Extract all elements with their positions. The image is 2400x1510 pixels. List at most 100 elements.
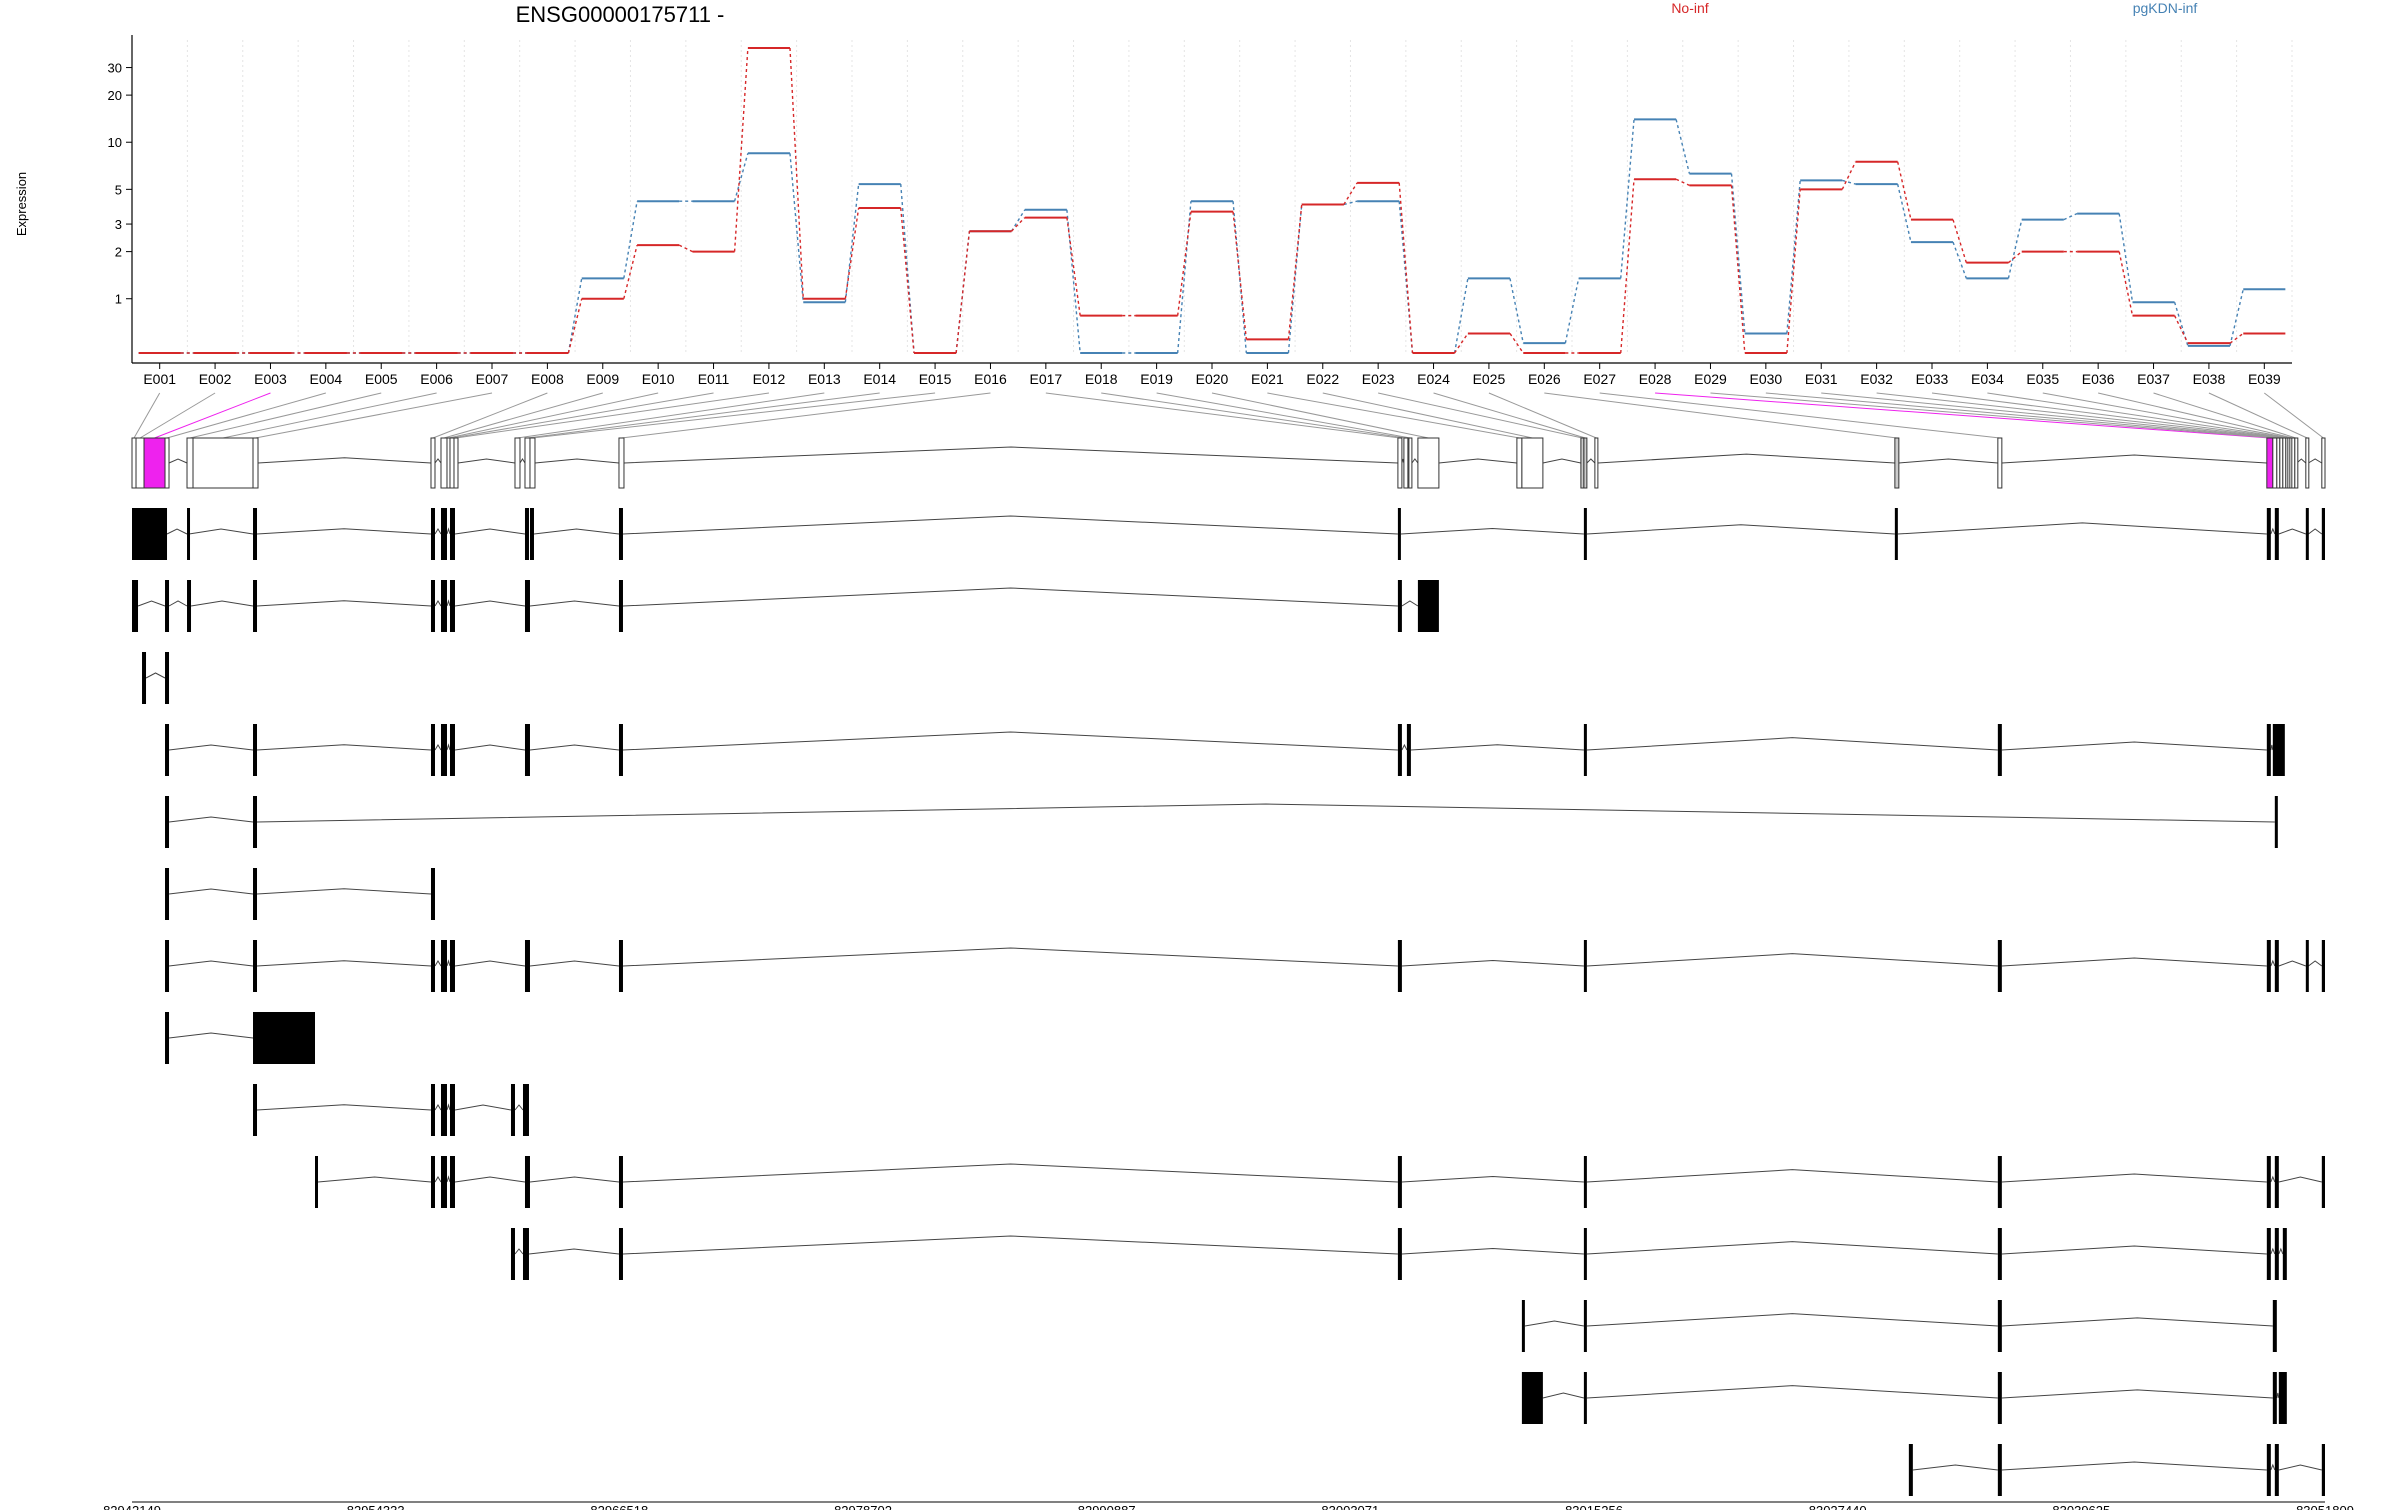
exon-connector <box>222 392 437 439</box>
exon <box>2266 1228 2271 1280</box>
x-tick-label: E036 <box>2082 371 2115 387</box>
exon <box>253 796 258 848</box>
intron <box>622 515 1398 535</box>
intron <box>434 960 442 967</box>
y-tick-label: 30 <box>108 61 122 76</box>
x-tick-label: E020 <box>1196 371 1229 387</box>
intron <box>622 587 1398 607</box>
exon <box>165 1012 170 1064</box>
x-tick-label: E006 <box>420 371 453 387</box>
data-connector <box>1343 182 1358 205</box>
exon <box>1521 1372 1543 1424</box>
legend-no-inf: No-inf <box>1671 0 1708 16</box>
intron <box>168 960 254 967</box>
exon-bin <box>1521 437 1544 489</box>
exon <box>1894 508 1898 560</box>
exon-bin <box>1403 437 1409 489</box>
exon <box>618 724 623 776</box>
intron <box>1524 1320 1584 1327</box>
exon <box>1521 1300 1525 1352</box>
exon <box>253 940 258 992</box>
intron <box>2278 1464 2322 1471</box>
exon-bin <box>2321 437 2326 489</box>
exon <box>1397 724 1402 776</box>
exon-bin <box>1417 437 1440 489</box>
intron <box>256 888 432 895</box>
exon <box>132 508 168 560</box>
exon-connector <box>1433 392 1586 439</box>
exon <box>522 1084 529 1136</box>
exon <box>618 580 623 632</box>
exon-bin <box>2272 437 2278 489</box>
transcript <box>165 796 2278 848</box>
intron <box>534 458 620 464</box>
data-connector <box>1842 179 1856 185</box>
x-tick-label: E024 <box>1417 371 1450 387</box>
transcript <box>1521 1372 2287 1424</box>
exon-bin <box>430 437 436 489</box>
intron <box>2001 1389 2273 1399</box>
data-connector <box>1952 241 1967 279</box>
data-connector <box>955 231 971 354</box>
x-tick-label: E008 <box>531 371 564 387</box>
exon <box>618 1156 623 1208</box>
intron <box>1438 458 1517 464</box>
exon-connector <box>189 392 382 439</box>
exon-bin <box>1894 437 1900 489</box>
genomic-tick-label: 82954333 <box>347 1503 405 1510</box>
intron <box>1410 744 1584 751</box>
exon <box>2305 508 2309 560</box>
exon-connector <box>1765 392 2279 439</box>
exon <box>1397 508 1401 560</box>
intron <box>622 1235 1398 1255</box>
exon-bin <box>143 437 166 489</box>
exon-connector <box>455 392 769 439</box>
transcript <box>132 580 1439 632</box>
transcripts <box>132 508 2325 1496</box>
exon <box>440 724 447 776</box>
exon <box>440 940 447 992</box>
exon-bin <box>1997 437 2003 489</box>
exon-bin <box>618 437 625 489</box>
exon-bin <box>449 437 455 489</box>
intron <box>1411 458 1419 464</box>
exon <box>1583 1300 1587 1352</box>
genomic-tick-label: 83015256 <box>1565 1503 1623 1510</box>
x-tick-label: E013 <box>808 371 841 387</box>
data-connector <box>1509 333 1524 354</box>
exon-bin <box>164 437 170 489</box>
exon <box>618 508 623 560</box>
intron <box>434 1104 442 1111</box>
data-connector <box>789 153 804 303</box>
x-tick-label: E029 <box>1694 371 1727 387</box>
data-connector <box>2229 332 2244 344</box>
exon <box>253 1012 316 1064</box>
exon <box>142 652 147 704</box>
exon <box>165 724 170 776</box>
exon <box>165 652 170 704</box>
exon <box>524 580 530 632</box>
axes: 1 2 3 5 10 20 30 <box>108 35 2292 364</box>
data-connector <box>1509 278 1524 344</box>
exon <box>1583 1228 1587 1280</box>
x-tick-label: E023 <box>1362 371 1395 387</box>
exon <box>253 1084 258 1136</box>
exon <box>1997 1156 2002 1208</box>
exon <box>524 724 530 776</box>
intron <box>2270 1175 2276 1183</box>
exon-connector <box>532 392 936 439</box>
intron <box>1586 1385 1998 1399</box>
exon <box>524 1156 530 1208</box>
exon-bin <box>2305 437 2310 489</box>
exon <box>165 868 170 920</box>
intron <box>454 960 526 967</box>
exon-connector <box>443 392 603 439</box>
intron <box>446 527 451 535</box>
exon-connectors <box>133 392 2324 439</box>
data-connector <box>1010 209 1026 232</box>
exon-bin <box>524 437 531 489</box>
exon-connector <box>448 392 659 439</box>
intron <box>2270 744 2274 751</box>
x-tick-label: E011 <box>698 371 730 387</box>
x-tick-label: E030 <box>1749 371 1782 387</box>
